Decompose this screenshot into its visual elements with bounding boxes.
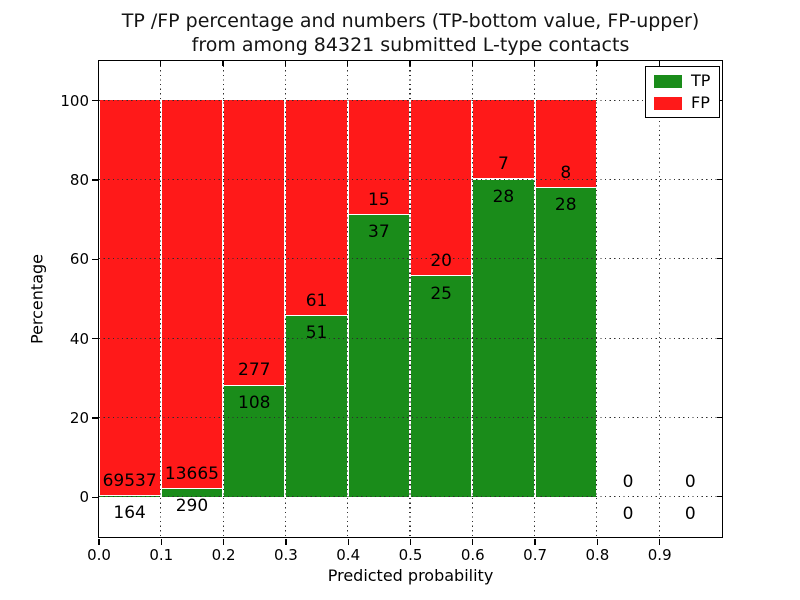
top-tick <box>596 60 598 66</box>
gridline-vertical <box>347 60 349 537</box>
x-tick-label: 0.8 <box>585 546 610 564</box>
bar-segment-fp <box>285 100 348 317</box>
x-axis-tick <box>472 538 474 545</box>
gridline-vertical <box>658 60 660 537</box>
legend-item-fp: FP <box>654 95 710 111</box>
tp-count-label: 290 <box>175 495 209 516</box>
x-axis-tick <box>285 538 287 545</box>
y-tick-label: 0 <box>79 488 89 507</box>
x-tick-label: 0.5 <box>398 546 423 564</box>
x-tick-label: 0.9 <box>647 546 672 564</box>
bar-segment-tp <box>410 276 473 497</box>
top-tick <box>347 60 349 66</box>
tp-count-label: 0 <box>684 503 696 524</box>
legend-label: FP <box>691 93 710 112</box>
top-tick <box>533 60 536 66</box>
y-axis-tick <box>91 100 98 102</box>
x-axis-tick <box>659 538 661 545</box>
tp-count-label: 37 <box>368 221 390 242</box>
chart-title: TP /FP percentage and numbers (TP-bottom… <box>99 9 722 57</box>
y-tick-label: 40 <box>69 329 89 348</box>
fp-count-label: 20 <box>430 251 452 272</box>
fp-count-label: 0 <box>622 471 634 492</box>
legend-swatch-fp <box>654 96 682 110</box>
tp-count-label: 25 <box>430 283 452 304</box>
bar-segment-fp <box>410 100 473 277</box>
x-tick-label: 0.2 <box>211 546 236 564</box>
top-tick <box>284 60 287 66</box>
x-tick-label: 0.4 <box>336 546 361 564</box>
fp-count-label: 13665 <box>164 463 219 484</box>
tp-count-label: 28 <box>554 195 577 216</box>
right-tick <box>716 258 722 260</box>
tp-count-label: 28 <box>492 186 515 207</box>
tp-count-label: 51 <box>305 323 328 344</box>
legend-swatch-tp <box>654 74 682 88</box>
y-axis-tick <box>91 258 98 260</box>
gridline-vertical <box>596 60 598 537</box>
x-axis-tick <box>222 538 225 545</box>
y-tick-label: 100 <box>60 91 89 110</box>
y-axis-tick <box>91 179 98 181</box>
bar-segment-tp <box>285 316 348 497</box>
top-tick <box>222 60 224 66</box>
bar-segment-fp <box>347 100 410 215</box>
chart-title-line2: from among 84321 submitted L-type contac… <box>191 34 630 56</box>
y-tick-label: 60 <box>69 250 89 269</box>
y-axis-tick <box>91 496 98 498</box>
tp-count-label: 164 <box>113 502 146 523</box>
gridline-vertical <box>222 60 224 537</box>
fp-count-label: 15 <box>368 189 390 210</box>
x-axis-tick <box>409 538 412 545</box>
right-tick <box>716 178 722 181</box>
legend-label: TP <box>691 71 711 90</box>
y-tick-label: 80 <box>69 171 89 189</box>
bar-segment-fp <box>223 100 286 386</box>
legend: TP FP <box>645 66 721 118</box>
top-tick <box>160 60 162 66</box>
gridline-vertical <box>409 60 411 537</box>
plot-area: 69537 164 13665 290 277 108 61 51 15 37 20 25 7 28 8 28… <box>97 59 723 538</box>
bar-segment-fp <box>160 100 224 489</box>
fp-count-label: 61 <box>305 291 328 312</box>
tp-count-label: 0 <box>622 503 634 524</box>
gridline-vertical <box>534 60 536 537</box>
tp-count-label: 108 <box>238 392 271 413</box>
x-axis-tick <box>596 538 599 545</box>
fp-count-label: 0 <box>684 471 696 492</box>
fp-count-label: 69537 <box>102 470 157 491</box>
gridline-vertical <box>284 60 286 537</box>
bar-segment-tp <box>347 214 410 497</box>
x-axis-label: Predicted probability <box>327 566 494 585</box>
x-tick-label: 0.6 <box>460 546 485 564</box>
x-tick-label: 0.0 <box>87 546 111 564</box>
bar-segment-tp <box>534 188 597 497</box>
fp-count-label: 277 <box>238 360 271 381</box>
y-axis-tick <box>91 417 98 419</box>
chart-title-line1: TP /FP percentage and numbers (TP-bottom… <box>121 10 700 32</box>
x-axis-tick <box>534 538 536 545</box>
legend-item-tp: TP <box>654 73 710 89</box>
right-tick <box>716 496 722 498</box>
x-tick-label: 0.7 <box>523 546 548 564</box>
y-axis-tick <box>91 338 98 340</box>
x-tick-label: 0.3 <box>273 546 298 564</box>
gridline-vertical <box>160 60 162 537</box>
fp-count-label: 7 <box>498 154 509 175</box>
x-axis-tick <box>347 538 349 545</box>
top-tick <box>409 60 411 66</box>
y-tick-label: 20 <box>69 409 89 427</box>
right-tick <box>716 337 722 339</box>
gridline-vertical <box>471 60 473 537</box>
x-axis-tick <box>98 538 100 545</box>
top-tick <box>658 60 660 66</box>
bar-segment-fp <box>98 100 161 496</box>
right-tick <box>716 416 722 419</box>
fp-count-label: 8 <box>560 163 572 184</box>
x-axis-tick <box>160 538 162 545</box>
x-tick-label: 0.1 <box>149 546 174 564</box>
top-tick <box>471 60 473 66</box>
